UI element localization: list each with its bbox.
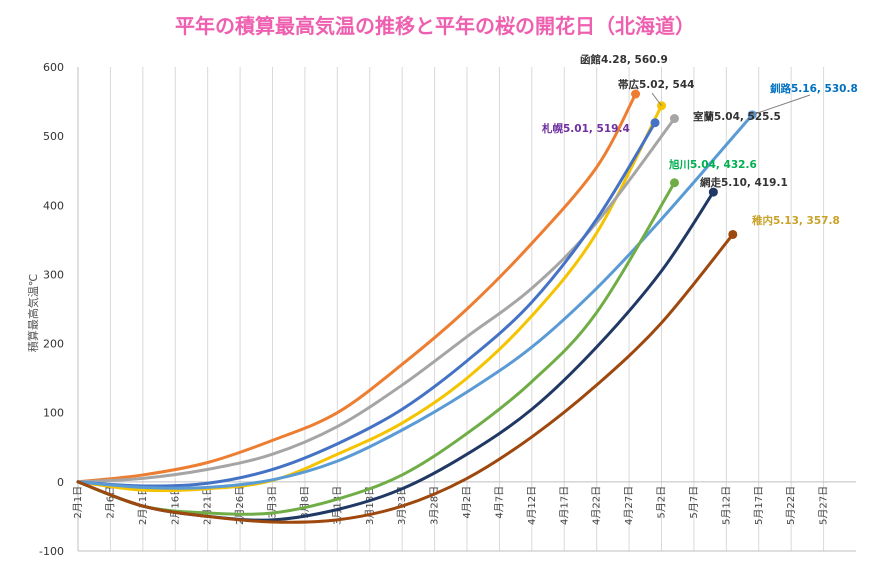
annotation-label: 釧路5.16, 530.8 [769, 82, 858, 95]
series-group [76, 89, 757, 524]
endpoint-marker [708, 187, 718, 197]
endpoint-marker [669, 178, 679, 188]
x-tick-label: 2月16日 [169, 486, 181, 525]
y-tick-label: 400 [43, 199, 64, 212]
y-tick-label: 200 [43, 338, 64, 351]
x-tick-label: 5月27日 [818, 486, 830, 525]
annotation-leader [752, 94, 811, 116]
series-line [76, 104, 663, 493]
y-axis: -100 0 100 200 300 400 500 600 [39, 61, 64, 558]
series-line [76, 181, 676, 516]
annotation-label: 函館4.28, 560.9 [580, 53, 668, 66]
x-tick-label: 3月13日 [331, 486, 343, 525]
annotation-label: 稚内5.13, 357.8 [752, 214, 840, 227]
series-line [76, 121, 657, 488]
x-tick-label: 5月22日 [785, 486, 797, 525]
x-tick-label: 2月1日 [72, 486, 84, 519]
x-tick-label: 5月2日 [656, 486, 668, 519]
x-tick-label: 3月8日 [299, 486, 311, 519]
x-tick-label: 4月27日 [623, 486, 635, 525]
endpoint-marker [650, 118, 660, 128]
y-tick-label: 0 [57, 476, 64, 489]
x-tick-label: 4月2日 [461, 486, 473, 519]
x-tick-label: 4月12日 [526, 486, 538, 525]
y-axis-label: 積算最高気温℃ [26, 274, 40, 352]
chart-title: 平年の積算最高気温の推移と平年の桜の開花日（北海道） [175, 14, 695, 38]
y-tick-label: 100 [43, 407, 64, 420]
x-tick-label: 3月3日 [267, 486, 279, 519]
annotation-label: 室蘭5.04, 525.5 [693, 110, 781, 123]
series-line [76, 232, 735, 524]
annotations: 函館4.28, 560.9 帯広5.02, 544 室蘭5.04, 525.5 札幌5… [541, 53, 858, 227]
x-tick-label: 3月18日 [364, 486, 376, 525]
endpoint-marker [728, 229, 738, 239]
x-tick-label: 5月7日 [688, 486, 700, 519]
series-line [76, 113, 754, 490]
y-tick-label: 500 [43, 130, 64, 143]
grid [77, 67, 856, 552]
x-tick-label: 2月21日 [202, 486, 214, 525]
x-tick-label: 4月22日 [591, 486, 603, 525]
endpoint-marker [669, 114, 679, 124]
y-tick-label: -100 [39, 545, 64, 558]
annotation-leader [651, 92, 662, 107]
annotation-label: 札幌5.01, 519.4 [541, 122, 630, 135]
y-tick-label: 600 [43, 61, 64, 74]
x-tick-label: 5月17日 [753, 486, 765, 525]
x-tick-label: 4月7日 [493, 486, 505, 519]
annotation-label: 網走5.10, 419.1 [700, 176, 788, 189]
y-tick-label: 300 [43, 268, 64, 281]
annotation-label: 帯広5.02, 544 [618, 78, 694, 91]
endpoint-marker [631, 89, 641, 99]
x-tick-label: 5月12日 [720, 486, 732, 525]
annotation-label: 旭川5.04, 432.6 [668, 158, 757, 171]
x-tick-label: 2月6日 [104, 486, 116, 519]
x-tick-label: 4月17日 [558, 486, 570, 525]
series-line [76, 92, 638, 484]
